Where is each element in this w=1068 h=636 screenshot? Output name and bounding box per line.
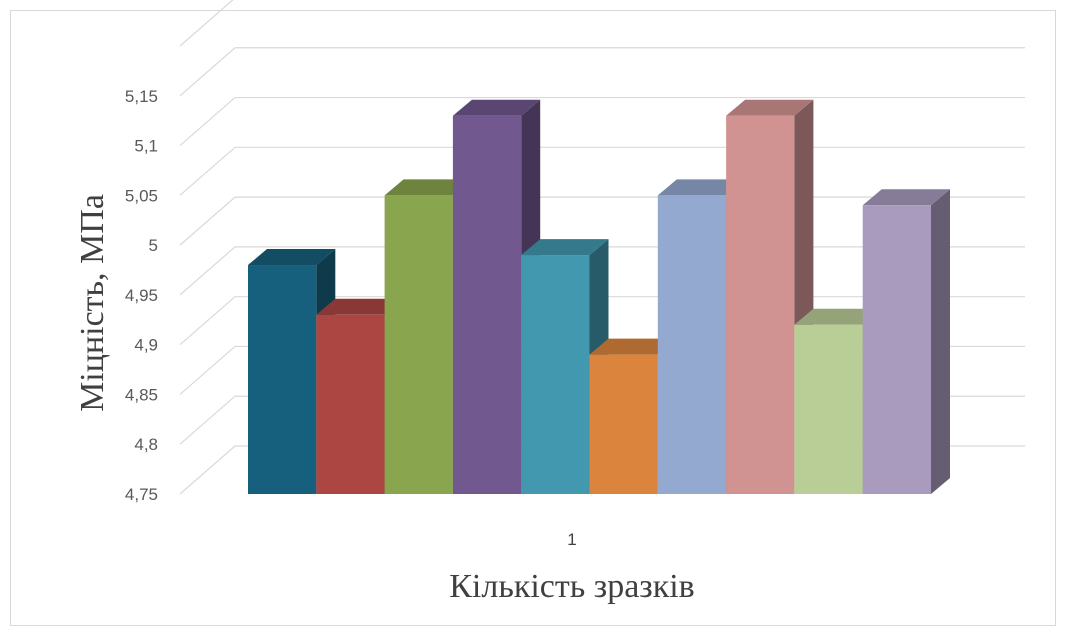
bar-top [521,239,609,256]
gridline [179,0,234,47]
y-tick-label: 5,15 [125,87,158,106]
y-tick-label: 5,1 [134,137,158,156]
y-tick-label: 4,9 [134,336,158,355]
bar-top [452,99,541,116]
gridline [179,47,1025,97]
bar-top [384,179,472,196]
bar-front [794,324,863,494]
bar-side [931,189,950,495]
bar [862,189,950,495]
gridline [179,96,1025,147]
bar-front [657,195,727,495]
bar-front [248,265,317,494]
bar-top [657,179,746,196]
y-tick-label: 4,95 [125,286,158,305]
gridline [179,146,1025,196]
bar-front [726,115,795,494]
bar-top [248,249,336,266]
y-tick-label: 4,85 [125,385,158,404]
bar-front [316,314,385,494]
bar-front [589,354,658,494]
y-tick-label: 4,75 [125,485,158,504]
y-axis-title: Міцність, МПа [74,194,111,412]
category-label: 1 [567,530,576,549]
bar-front [384,195,453,495]
bar-front [521,255,590,494]
y-tick-label: 5,05 [125,186,158,205]
y-tick-labels: 4,75 4,8 4,85 4,9 4,95 5 5,05 5,1 5,15 [125,87,158,504]
bar-front [862,205,931,495]
bar-top [726,99,814,116]
bar-front [452,115,522,494]
x-axis-title: Кількість зразків [449,568,695,605]
bar-top [794,308,882,325]
bar [452,99,541,494]
y-tick-label: 5 [149,236,158,255]
bar-top [862,189,950,206]
y-tick-label: 4,8 [134,435,158,454]
bars [248,99,950,495]
bar-top [316,298,404,315]
bar-top [589,338,677,355]
